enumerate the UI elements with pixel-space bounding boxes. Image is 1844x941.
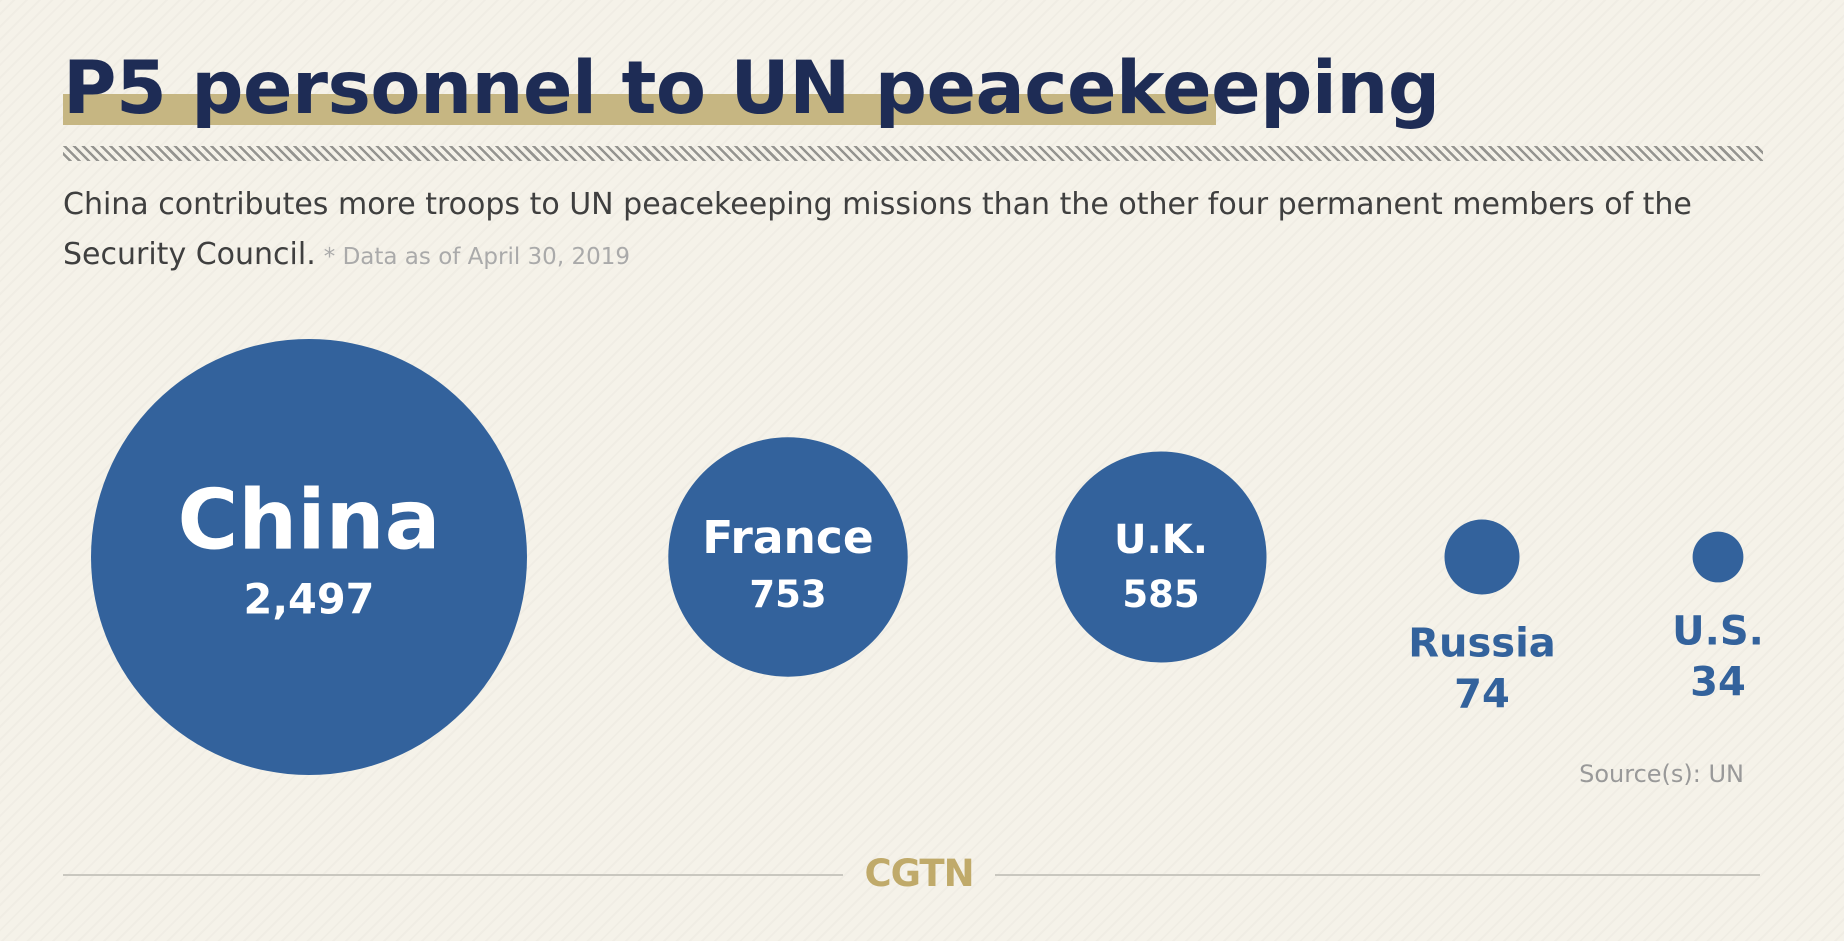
bubble-value-france: 753	[749, 573, 826, 616]
bubble-group-france: France 753	[668, 437, 908, 677]
bubble-label-russia: Russia	[1408, 621, 1556, 667]
subtitle-text: China contributes more troops to UN peac…	[63, 187, 1692, 272]
data-date-note: * Data as of April 30, 2019	[323, 244, 630, 270]
title-block: P5 personnel to UN peacekeeping	[63, 44, 1440, 134]
hatched-divider	[63, 146, 1763, 161]
bubble-u-k	[1055, 451, 1267, 663]
subtitle: China contributes more troops to UN peac…	[63, 180, 1763, 282]
bubble-value-u-s: 34	[1690, 659, 1746, 705]
bubble-group-china: China 2,497	[91, 339, 527, 775]
bubble-group-russia: Russia 74	[1408, 519, 1556, 718]
source-note: Source(s): UN	[1579, 760, 1744, 788]
page-title: P5 personnel to UN peacekeeping	[63, 46, 1440, 131]
bubble-u-s	[1692, 531, 1744, 583]
bubble-russia	[1444, 519, 1520, 595]
bubble-label-u-k: U.K.	[1114, 517, 1208, 563]
footer-line-left	[63, 874, 843, 876]
bubble-label-china: China	[178, 471, 441, 568]
bubble-china	[91, 339, 527, 775]
bubble-group-u-k: U.K. 585	[1055, 451, 1267, 663]
bubble-value-china: 2,497	[244, 576, 375, 624]
cgtn-logo: CGTN	[864, 852, 974, 895]
title-highlight	[63, 94, 1216, 125]
bubble-value-u-k: 585	[1122, 573, 1199, 616]
bubble-group-u-s: U.S. 34	[1672, 531, 1764, 705]
bubble-france	[668, 437, 908, 677]
bubble-label-u-s: U.S.	[1672, 608, 1764, 654]
footer-line-right	[995, 874, 1760, 876]
bubble-label-france: France	[702, 511, 874, 564]
bubble-value-russia: 74	[1454, 672, 1510, 718]
